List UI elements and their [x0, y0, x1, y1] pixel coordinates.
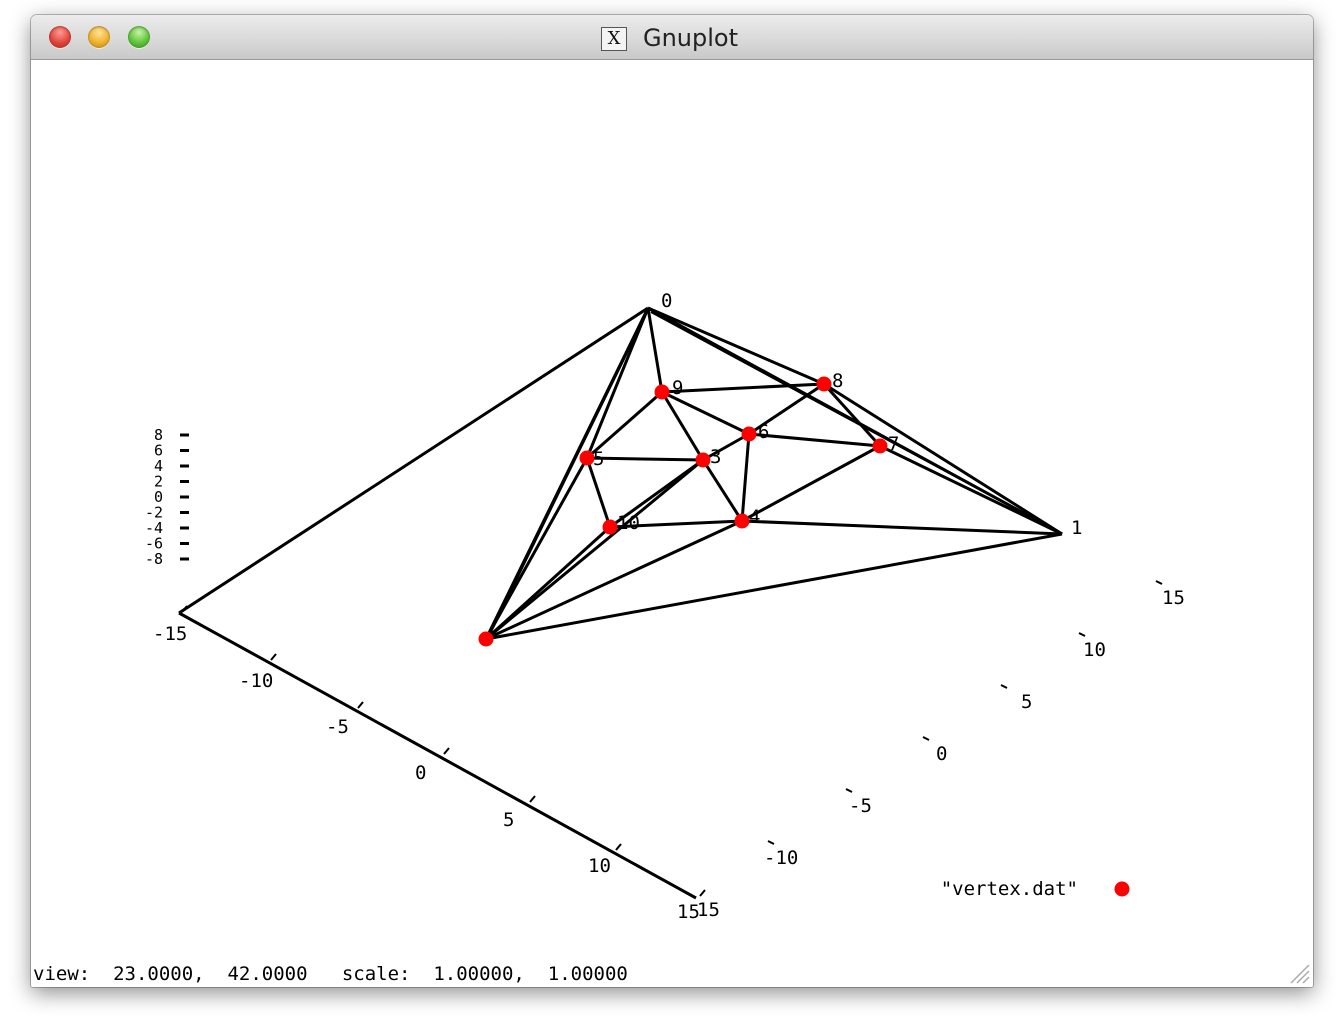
vertex-point	[654, 384, 670, 400]
minimize-button[interactable]	[88, 26, 110, 48]
z-tick-label: -2	[145, 504, 163, 522]
y-tick-mark	[1078, 632, 1086, 637]
y-tick-mark	[1155, 580, 1163, 585]
mesh-edge-5	[661, 382, 825, 394]
mesh-edge-extra-1	[487, 313, 647, 639]
vertex-point	[872, 438, 888, 454]
zoom-button[interactable]	[128, 26, 150, 48]
mesh-edge-24	[484, 525, 612, 641]
mesh-edge-22	[485, 458, 704, 641]
vertex-label: 1	[1071, 517, 1082, 539]
mesh-edge-11	[823, 382, 1063, 536]
x-tick-mark	[615, 843, 622, 851]
x-tick-label: 15	[697, 899, 720, 921]
y-tick-mark	[1000, 684, 1008, 689]
mesh-edge-17	[586, 456, 704, 462]
vertex-point	[741, 426, 757, 442]
x-tick-mark	[357, 701, 364, 709]
mesh-edge-14	[748, 432, 881, 448]
vertex-point	[602, 519, 618, 535]
x-tick-label: -15	[153, 623, 187, 645]
mesh-edge-13	[740, 433, 751, 522]
legend-point	[1114, 881, 1130, 897]
y-tick-label: 15	[1162, 587, 1185, 609]
y-tick-label: -10	[764, 847, 798, 869]
z-tick-label: -8	[145, 550, 163, 568]
legend-label: "vertex.dat"	[941, 878, 1078, 900]
y-tick-mark	[767, 840, 775, 845]
x-tick-label: 15	[677, 901, 700, 923]
x-tick-label: 0	[415, 762, 426, 784]
z-tick-label: 4	[154, 457, 163, 475]
mesh-edge-16	[741, 444, 881, 523]
vertex-point	[816, 376, 832, 392]
y-tick-label: 10	[1083, 639, 1106, 661]
x-tick-mark	[529, 795, 536, 803]
resize-grip-icon[interactable]	[1285, 959, 1311, 985]
plot-svg: 01345678910-15-10-505101515-10-505101586…	[145, 290, 1185, 923]
x-tick-label: -5	[326, 716, 349, 738]
vertex-point	[695, 452, 711, 468]
mesh-edge-7	[660, 391, 705, 461]
x-tick-mark	[270, 653, 277, 661]
x-tick-mark	[181, 605, 188, 613]
vertex-label: 9	[672, 377, 683, 399]
mesh-edge-6	[586, 390, 663, 460]
z-tick-label: 6	[154, 442, 163, 460]
vertex-point	[579, 450, 595, 466]
vertex-label: 3	[710, 446, 721, 468]
z-tick-label: -4	[145, 519, 163, 537]
mesh-edge-3	[647, 306, 825, 386]
x-tick-mark	[443, 747, 450, 755]
z-tick-label: 8	[154, 426, 163, 444]
y-tick-mark	[845, 788, 853, 793]
mesh-edge-10	[822, 382, 882, 448]
gnuplot-window: X Gnuplot 0 1 3 4 5 6 7 8 9 10 -15 -10 -5 0 5 10 15 15 -10…	[31, 15, 1313, 987]
axis-line-0	[178, 306, 649, 615]
x-tick-label: -10	[239, 670, 273, 692]
mesh-edge-9	[748, 382, 825, 436]
vertex-label: 5	[593, 448, 604, 470]
mesh-edge-26	[485, 519, 743, 641]
y-tick-label: 0	[936, 743, 947, 765]
status-line: view: 23.0000, 42.0000 scale: 1.00000, 1…	[33, 963, 628, 985]
vertex-label: 7	[888, 433, 899, 455]
y-tick-label: 5	[1021, 691, 1032, 713]
vertex-label: 0	[661, 290, 672, 312]
axis-line-1	[178, 611, 697, 900]
mesh-edge-extra-0	[650, 311, 1063, 535]
mesh-edge-8	[661, 390, 750, 436]
mesh-edge-2	[646, 307, 664, 393]
vertex-point	[734, 513, 750, 529]
z-tick-label: -6	[145, 535, 163, 553]
plot-canvas[interactable]: 0 1 3 4 5 6 7 8 9 10 -15 -10 -5 0 5 10 15 15 -10 -5 0 5 10 15 8 6…	[31, 60, 1313, 987]
vertex-label: 6	[758, 421, 769, 443]
close-button[interactable]	[49, 26, 71, 48]
vertex-label: 10	[617, 512, 640, 534]
mesh-edge-18	[585, 457, 612, 528]
x11-icon: X	[601, 27, 627, 51]
x-tick-mark	[699, 889, 706, 897]
title-bar[interactable]: X Gnuplot	[31, 15, 1313, 60]
mesh-edge-15	[879, 444, 1063, 536]
z-tick-label: 2	[154, 473, 163, 491]
window-title: Gnuplot	[643, 24, 739, 52]
vertex-label: 8	[832, 370, 843, 392]
mesh-edge-27	[485, 532, 1063, 641]
z-tick-label: 0	[154, 488, 163, 506]
y-tick-mark	[922, 736, 930, 741]
mesh-edge-21	[701, 459, 744, 522]
vertex-label: 4	[749, 506, 760, 528]
y-tick-label: -5	[849, 795, 872, 817]
mesh-edge-23	[609, 519, 743, 529]
x-tick-label: 10	[588, 855, 611, 877]
x-tick-label: 5	[503, 809, 514, 831]
mesh-edge-12	[702, 432, 750, 462]
mesh-edge-25	[741, 519, 1063, 536]
vertex-point	[478, 631, 494, 647]
